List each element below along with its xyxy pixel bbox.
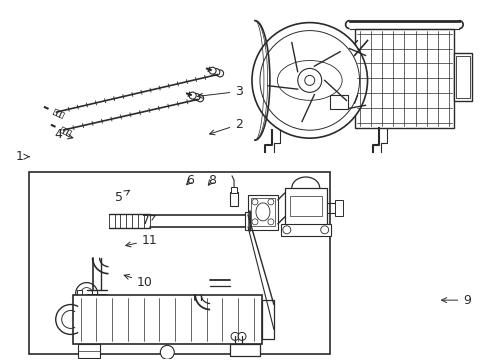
Circle shape bbox=[268, 219, 274, 225]
Text: 7: 7 bbox=[143, 214, 156, 227]
Circle shape bbox=[260, 31, 360, 130]
Text: 11: 11 bbox=[126, 234, 158, 247]
Text: 5: 5 bbox=[115, 190, 129, 204]
Bar bbox=[77, 345, 99, 358]
Circle shape bbox=[252, 23, 368, 138]
Text: 9: 9 bbox=[441, 294, 471, 307]
Bar bbox=[290, 196, 322, 216]
Text: 1: 1 bbox=[16, 150, 29, 163]
Bar bbox=[285, 188, 327, 226]
Bar bbox=[330, 95, 347, 109]
Text: 2: 2 bbox=[210, 118, 243, 135]
Bar bbox=[456, 57, 470, 98]
Circle shape bbox=[298, 68, 322, 92]
Circle shape bbox=[238, 332, 246, 340]
Circle shape bbox=[321, 226, 329, 234]
Bar bbox=[335, 200, 343, 216]
Bar bbox=[245, 212, 250, 230]
Circle shape bbox=[196, 95, 204, 102]
Circle shape bbox=[213, 68, 220, 76]
Circle shape bbox=[217, 70, 223, 77]
Bar bbox=[454, 54, 472, 101]
Circle shape bbox=[252, 199, 258, 205]
Circle shape bbox=[209, 67, 216, 74]
Bar bbox=[230, 192, 238, 206]
Circle shape bbox=[86, 345, 99, 359]
Circle shape bbox=[252, 219, 258, 225]
Circle shape bbox=[283, 226, 291, 234]
Bar bbox=[76, 289, 82, 298]
Circle shape bbox=[231, 332, 239, 340]
Circle shape bbox=[268, 199, 274, 205]
Bar bbox=[262, 300, 274, 339]
Bar bbox=[73, 294, 262, 345]
Circle shape bbox=[193, 94, 200, 100]
Text: 6: 6 bbox=[186, 174, 194, 187]
Bar bbox=[230, 345, 260, 356]
Text: 4: 4 bbox=[54, 127, 73, 141]
Circle shape bbox=[305, 75, 315, 85]
Bar bbox=[231, 187, 237, 193]
Text: 10: 10 bbox=[124, 274, 153, 289]
Bar bbox=[281, 224, 331, 236]
Text: 8: 8 bbox=[208, 174, 216, 187]
Text: 3: 3 bbox=[197, 85, 243, 98]
Circle shape bbox=[189, 92, 196, 99]
Bar bbox=[29, 172, 330, 354]
Bar bbox=[251, 198, 275, 226]
Circle shape bbox=[160, 345, 174, 359]
Bar bbox=[355, 28, 454, 128]
Bar bbox=[92, 289, 97, 298]
Bar bbox=[248, 195, 278, 230]
